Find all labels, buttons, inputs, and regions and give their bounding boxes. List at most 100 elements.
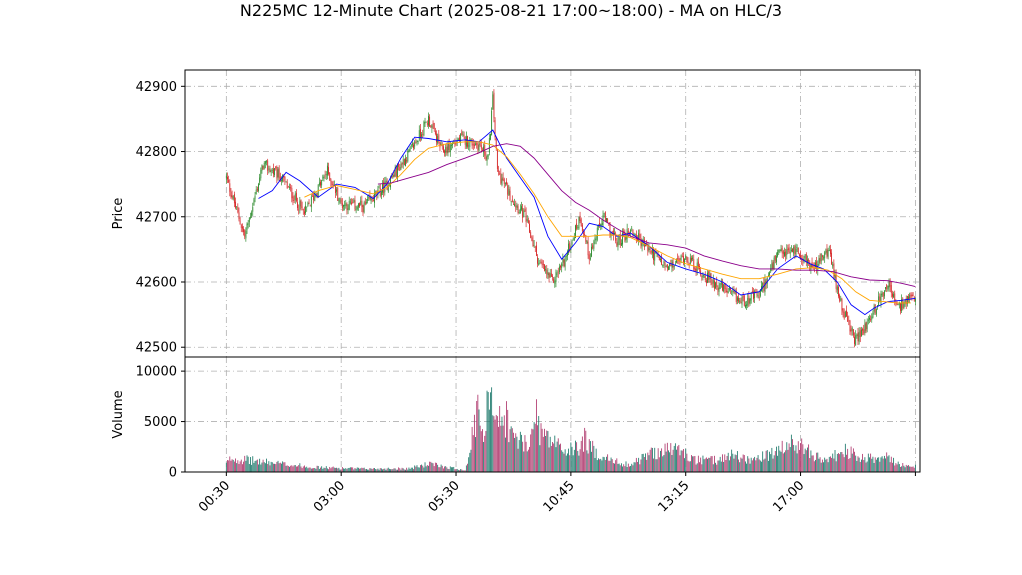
volume-bar xyxy=(846,454,847,472)
volume-bar xyxy=(297,466,298,472)
candle-body xyxy=(846,310,847,317)
candle-body xyxy=(253,199,255,206)
volume-bar xyxy=(847,448,849,472)
candle-body xyxy=(618,235,620,241)
volume-bar xyxy=(606,456,607,472)
volume-bar xyxy=(263,462,265,472)
volume-bar xyxy=(743,455,745,472)
volume-bar xyxy=(654,447,656,472)
candle-body xyxy=(364,201,366,205)
candle-body xyxy=(824,252,826,259)
volume-bar xyxy=(705,457,707,472)
volume-bar xyxy=(761,461,762,472)
volume-bar xyxy=(820,462,822,472)
volume-bar xyxy=(614,463,615,472)
volume-bar xyxy=(911,466,913,472)
volume-bar xyxy=(774,450,776,472)
volume-bar xyxy=(415,466,417,472)
candle-body xyxy=(271,170,273,171)
candle-body xyxy=(745,305,746,308)
candle-body xyxy=(866,321,868,329)
volume-bar xyxy=(617,463,619,472)
candle-body xyxy=(742,296,744,298)
volume-bar xyxy=(307,468,309,472)
candle-body xyxy=(606,217,607,222)
volume-bar xyxy=(634,462,636,472)
candle-body xyxy=(705,280,707,283)
candle-body xyxy=(386,180,388,190)
volume-bar xyxy=(842,454,844,472)
volume-bar xyxy=(596,460,598,472)
candle-body xyxy=(885,287,886,289)
volume-bar xyxy=(287,465,289,472)
volume-bar xyxy=(470,449,472,472)
candle-body xyxy=(357,203,359,208)
volume-bar xyxy=(293,465,295,472)
volume-bar xyxy=(407,469,409,472)
volume-bar xyxy=(913,467,915,472)
volume-bar xyxy=(815,459,816,472)
volume-bar xyxy=(725,460,727,472)
candle-body xyxy=(812,265,814,269)
candle-body xyxy=(506,181,507,185)
candle-body xyxy=(391,176,393,178)
candle-body xyxy=(743,295,745,306)
volume-bar xyxy=(542,436,544,472)
candle-body xyxy=(509,190,511,201)
volume-bar xyxy=(277,460,279,472)
candle-body xyxy=(228,179,230,183)
candle-body xyxy=(328,167,329,175)
volume-bar xyxy=(782,453,784,472)
candle-body xyxy=(549,272,551,278)
volume-bar xyxy=(625,461,627,472)
volume-bar xyxy=(850,446,852,472)
volume-bar xyxy=(375,469,377,472)
volume-bar xyxy=(666,442,668,472)
candle-body xyxy=(492,94,494,110)
candle-body xyxy=(534,246,536,248)
candle-body xyxy=(277,169,279,178)
x-tick-label: 00:30 xyxy=(196,478,233,515)
volume-bar xyxy=(679,455,681,472)
candle-body xyxy=(554,280,556,284)
volume-bar xyxy=(578,455,580,472)
volume-bar xyxy=(568,448,570,472)
candle-body xyxy=(240,224,242,228)
volume-bar xyxy=(301,468,303,472)
candle-body xyxy=(361,200,363,208)
volume-bar xyxy=(313,468,315,472)
candle-body xyxy=(250,216,251,218)
candle-body xyxy=(310,196,312,208)
candle-body xyxy=(852,329,854,336)
candle-body xyxy=(548,273,550,278)
volume-bar xyxy=(713,455,715,472)
volume-bar xyxy=(750,457,752,472)
candle-body xyxy=(764,279,766,293)
volume-bar xyxy=(306,466,308,472)
volume-bar xyxy=(715,462,717,472)
volume-bar xyxy=(587,453,589,472)
candle-body xyxy=(576,223,578,229)
candle-body xyxy=(753,291,754,299)
volume-bar xyxy=(409,468,411,472)
volume-bar xyxy=(484,435,486,472)
volume-bar xyxy=(493,416,495,472)
volume-bar xyxy=(379,468,381,472)
candle-body xyxy=(800,255,801,260)
volume-bar xyxy=(704,458,706,472)
volume-bar xyxy=(496,416,498,472)
volume-bar xyxy=(686,453,688,472)
volume-bar xyxy=(316,465,318,472)
volume-bar xyxy=(305,467,307,472)
volume-bar xyxy=(769,451,770,472)
candle-body xyxy=(278,168,280,179)
candle-body xyxy=(535,245,537,256)
volume-bar xyxy=(645,453,646,472)
candle-body xyxy=(728,288,730,290)
candle-body xyxy=(545,269,547,271)
candle-body xyxy=(724,283,726,289)
volume-bar xyxy=(325,466,327,472)
volume-bar xyxy=(477,394,479,472)
volume-bar xyxy=(453,466,455,472)
candle-body xyxy=(910,294,912,297)
